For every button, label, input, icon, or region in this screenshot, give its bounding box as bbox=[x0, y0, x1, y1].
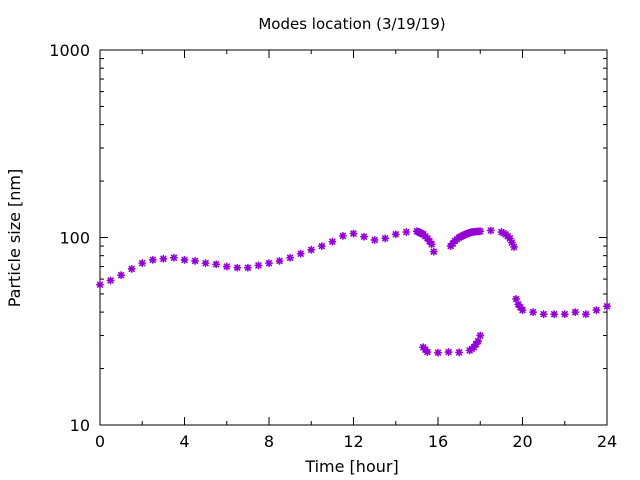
x-tick-label: 24 bbox=[597, 432, 617, 451]
data-point bbox=[518, 306, 527, 315]
data-point bbox=[427, 240, 436, 249]
data-point bbox=[560, 310, 569, 319]
data-point bbox=[486, 226, 495, 235]
data-point bbox=[581, 310, 590, 319]
data-point bbox=[444, 348, 453, 357]
data-point bbox=[512, 294, 521, 303]
data-point bbox=[307, 245, 316, 254]
data-points bbox=[96, 226, 611, 357]
data-point bbox=[127, 264, 136, 273]
data-point bbox=[429, 247, 438, 256]
x-tick-label: 8 bbox=[264, 432, 274, 451]
data-point bbox=[505, 234, 514, 243]
x-axis-ticks: 0 4 8 12 16 20 24 bbox=[95, 50, 617, 451]
data-point bbox=[370, 235, 379, 244]
data-point bbox=[510, 242, 519, 251]
y-axis-label: Particle size [nm] bbox=[5, 169, 24, 308]
data-point bbox=[286, 253, 295, 262]
x-tick-label: 12 bbox=[343, 432, 363, 451]
data-point bbox=[381, 234, 390, 243]
data-point bbox=[317, 242, 326, 251]
data-point bbox=[571, 308, 580, 317]
data-point bbox=[169, 253, 178, 262]
data-point bbox=[360, 232, 369, 241]
data-point bbox=[159, 254, 168, 263]
data-point bbox=[455, 348, 464, 357]
data-point bbox=[191, 256, 200, 265]
data-point bbox=[507, 238, 516, 247]
data-point bbox=[592, 306, 601, 315]
data-point bbox=[265, 259, 273, 268]
x-tick-label: 4 bbox=[179, 432, 189, 451]
data-point bbox=[275, 256, 284, 265]
data-point bbox=[338, 231, 347, 240]
y-axis-ticks: 10 100 1000 bbox=[49, 41, 607, 435]
y-tick-label: 10 bbox=[70, 416, 90, 435]
data-point bbox=[349, 229, 358, 238]
data-point bbox=[96, 280, 104, 289]
data-point bbox=[212, 260, 221, 269]
data-point bbox=[254, 261, 263, 270]
chart-title: Modes location (3/19/19) bbox=[258, 15, 445, 33]
y-tick-label: 1000 bbox=[49, 41, 90, 60]
data-point bbox=[201, 259, 210, 268]
x-tick-label: 20 bbox=[512, 432, 532, 451]
data-point bbox=[328, 237, 337, 246]
data-point bbox=[222, 262, 231, 271]
data-point bbox=[391, 230, 400, 239]
data-point bbox=[148, 255, 157, 264]
data-point bbox=[243, 263, 252, 272]
x-axis-label: Time [hour] bbox=[304, 457, 398, 476]
data-point bbox=[434, 348, 442, 357]
y-tick-label: 100 bbox=[59, 229, 90, 248]
x-tick-label: 16 bbox=[428, 432, 448, 451]
data-point bbox=[476, 331, 485, 340]
data-point bbox=[529, 308, 538, 317]
data-point bbox=[106, 276, 115, 285]
data-point bbox=[233, 263, 242, 272]
data-point bbox=[603, 302, 611, 311]
data-point bbox=[550, 310, 559, 319]
data-point bbox=[180, 255, 189, 264]
data-point bbox=[423, 348, 432, 357]
data-point bbox=[474, 337, 483, 346]
data-point bbox=[296, 249, 305, 258]
data-point bbox=[539, 310, 548, 319]
data-point bbox=[138, 259, 147, 268]
data-point bbox=[402, 227, 411, 236]
data-point bbox=[476, 227, 485, 236]
x-tick-label: 0 bbox=[95, 432, 105, 451]
data-point bbox=[117, 271, 126, 280]
